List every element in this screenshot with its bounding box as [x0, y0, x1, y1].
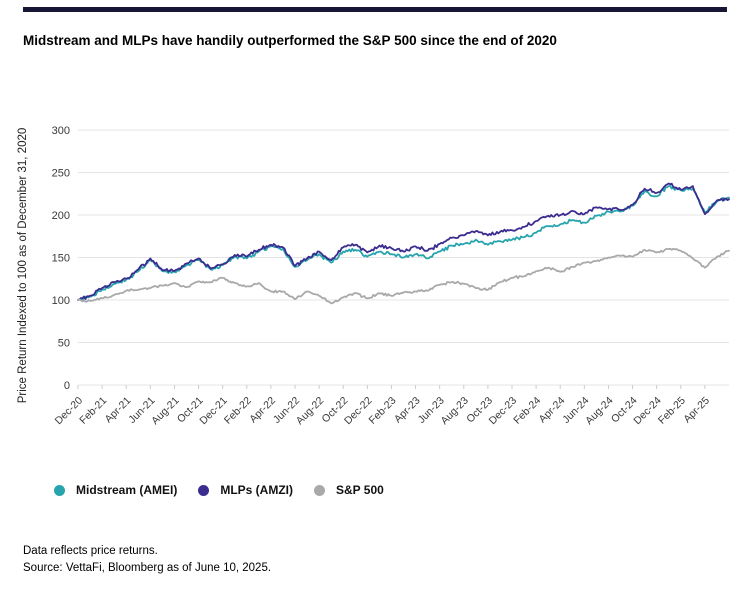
top-accent-bar: [23, 7, 727, 12]
svg-text:Aug-24: Aug-24: [583, 395, 616, 428]
chart-legend: Midstream (AMEI) MLPs (AMZI) S&P 500: [54, 483, 384, 497]
legend-label-mlps: MLPs (AMZI): [220, 483, 293, 497]
legend-label-sp500: S&P 500: [336, 483, 384, 497]
footnote-source: Source: VettaFi, Bloomberg as of June 10…: [23, 562, 272, 574]
svg-text:Apr-25: Apr-25: [681, 395, 712, 426]
svg-text:50: 50: [58, 338, 70, 350]
svg-text:Feb-21: Feb-21: [77, 395, 109, 427]
legend-item-midstream: Midstream (AMEI): [54, 483, 177, 497]
svg-text:Aug-23: Aug-23: [438, 395, 471, 428]
svg-text:Feb-23: Feb-23: [367, 395, 399, 427]
chart-footnotes: Data reflects price returns. Source: Vet…: [23, 543, 271, 577]
legend-item-sp500: S&P 500: [314, 483, 384, 497]
svg-text:250: 250: [52, 168, 70, 180]
svg-text:Feb-25: Feb-25: [656, 395, 688, 427]
chart-title: Midstream and MLPs have handily outperfo…: [23, 33, 557, 48]
svg-text:0: 0: [64, 380, 70, 392]
svg-text:Feb-22: Feb-22: [222, 395, 254, 427]
svg-text:150: 150: [52, 253, 70, 265]
legend-dot-midstream-icon: [54, 484, 65, 496]
svg-text:300: 300: [52, 125, 70, 137]
svg-text:Feb-24: Feb-24: [511, 395, 543, 427]
legend-dot-sp500-icon: [314, 484, 325, 496]
legend-label-midstream: Midstream (AMEI): [76, 483, 178, 497]
svg-text:100: 100: [52, 295, 70, 307]
svg-text:Aug-22: Aug-22: [294, 395, 327, 428]
footnote-price-returns: Data reflects price returns.: [23, 545, 158, 557]
price-return-line-chart: 050100150200250300Dec-20Feb-21Apr-21Jun-…: [17, 125, 730, 428]
svg-text:Price Return Indexed to 100 as: Price Return Indexed to 100 as of Decemb…: [17, 128, 29, 404]
svg-text:Aug-21: Aug-21: [149, 395, 182, 428]
svg-text:200: 200: [52, 210, 70, 222]
legend-dot-mlps-icon: [198, 484, 210, 496]
legend-item-mlps: MLPs (AMZI): [198, 483, 293, 497]
